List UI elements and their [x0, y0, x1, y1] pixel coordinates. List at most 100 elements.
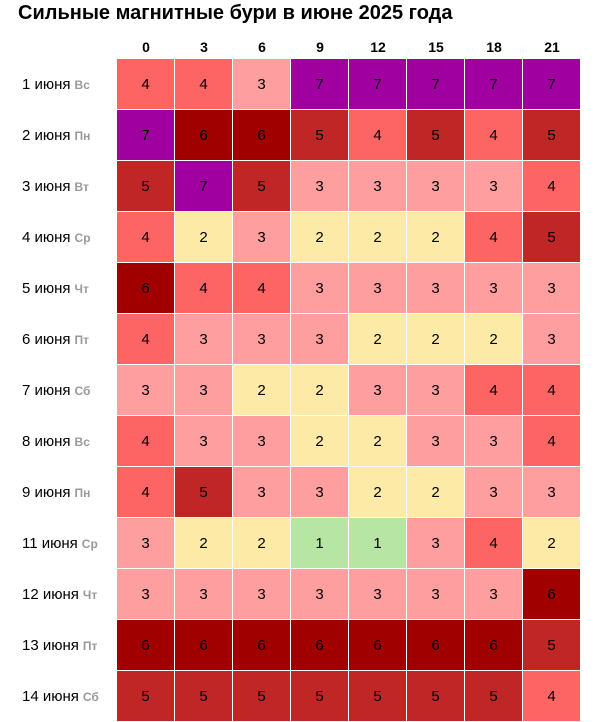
hour-label: 0 [142, 39, 150, 55]
heatmap-cell: 2 [175, 212, 233, 263]
day-label: 14 июня Сб [0, 671, 117, 722]
heatmap-cell: 2 [291, 416, 349, 467]
heatmap-cell: 4 [175, 263, 233, 314]
day-label: 7 июня Сб [0, 365, 117, 416]
heatmap-cell: 3 [233, 569, 291, 620]
heatmap-cell: 1 [349, 518, 407, 569]
heatmap-cell: 6 [523, 569, 581, 620]
day-label: 1 июня Вс [0, 59, 117, 110]
hour-label: 12 [370, 39, 386, 55]
heatmap-cell: 3 [465, 467, 523, 518]
heatmap-cell: 4 [117, 416, 175, 467]
heatmap-cell: 5 [175, 467, 233, 518]
weekday-text: Чт [82, 587, 98, 602]
weekday-text: Пт [82, 638, 98, 653]
heatmap-cell: 2 [175, 518, 233, 569]
heatmap-cell: 3 [233, 416, 291, 467]
heatmap-cell: 4 [465, 110, 523, 161]
heatmap-cell: 4 [523, 416, 581, 467]
heatmap-cell: 3 [291, 569, 349, 620]
date-text: 2 июня [22, 127, 71, 144]
table-row: 4 июня Ср 4 2 3 2 2 2 4 5 [0, 212, 598, 263]
day-label: 4 июня Ср [0, 212, 117, 263]
heatmap-cell: 5 [349, 671, 407, 722]
heatmap-cell: 6 [233, 110, 291, 161]
hour-header: 0 3 6 9 12 15 18 21 [117, 36, 581, 58]
heatmap-cell: 3 [407, 263, 465, 314]
weekday-text: Вт [74, 179, 89, 194]
weekday-text: Ср [74, 230, 91, 245]
heatmap-cell: 3 [407, 365, 465, 416]
date-text: 9 июня [22, 484, 71, 501]
heatmap-cell: 4 [117, 59, 175, 110]
table-row: 11 июня Ср 3 2 2 1 1 3 4 2 [0, 518, 598, 569]
weekday-text: Пт [74, 332, 90, 347]
hour-label: 9 [316, 39, 324, 55]
heatmap-cell: 3 [465, 263, 523, 314]
heatmap-cell: 6 [465, 620, 523, 671]
heatmap-cell: 3 [291, 314, 349, 365]
weekday-text: Чт [74, 281, 89, 296]
heatmap-cell: 4 [523, 671, 581, 722]
hour-label: 6 [258, 39, 266, 55]
heatmap-cell: 6 [117, 620, 175, 671]
date-text: 6 июня [22, 331, 71, 348]
heatmap-cell: 5 [407, 671, 465, 722]
hour-label: 15 [428, 39, 444, 55]
heatmap-cell: 3 [465, 416, 523, 467]
heatmap-cell: 3 [523, 467, 581, 518]
date-text: 7 июня [22, 382, 71, 399]
heatmap-cell: 3 [175, 416, 233, 467]
day-label: 2 июня Пн [0, 110, 117, 161]
heatmap-cell: 5 [523, 212, 581, 263]
heatmap-cell: 5 [233, 671, 291, 722]
table-row: 2 июня Пн 7 6 6 5 4 5 4 5 [0, 110, 598, 161]
heatmap-cell: 3 [523, 263, 581, 314]
heatmap-cell: 7 [523, 59, 581, 110]
heatmap-cell: 2 [349, 212, 407, 263]
heatmap-cell: 5 [117, 161, 175, 212]
heatmap-cell: 2 [349, 314, 407, 365]
date-text: 13 июня [22, 637, 79, 654]
hour-label: 21 [544, 39, 560, 55]
date-text: 11 июня [22, 535, 78, 552]
heatmap-cell: 4 [117, 314, 175, 365]
day-label: 12 июня Чт [0, 569, 117, 620]
date-text: 14 июня [22, 688, 79, 705]
heatmap-cell: 3 [291, 161, 349, 212]
heatmap-cell: 4 [465, 365, 523, 416]
heatmap-cell: 6 [175, 110, 233, 161]
heatmap-cell: 6 [407, 620, 465, 671]
heatmap-cell: 3 [349, 365, 407, 416]
heatmap-cell: 7 [465, 59, 523, 110]
heatmap-cell: 5 [523, 110, 581, 161]
heatmap-cell: 2 [349, 416, 407, 467]
heatmap-cell: 5 [233, 161, 291, 212]
day-label: 5 июня Чт [0, 263, 117, 314]
table-row: 14 июня Сб 5 5 5 5 5 5 5 4 [0, 671, 598, 722]
day-label: 8 июня Вс [0, 416, 117, 467]
weekday-text: Сб [74, 383, 91, 398]
date-text: 5 июня [22, 280, 71, 297]
heatmap-cell: 7 [175, 161, 233, 212]
heatmap-cell: 3 [175, 569, 233, 620]
heatmap-cell: 3 [175, 314, 233, 365]
table-row: 8 июня Вс 4 3 3 2 2 3 3 4 [0, 416, 598, 467]
chart-title: Сильные магнитные бури в июне 2025 года [18, 2, 453, 24]
heatmap-cell: 7 [291, 59, 349, 110]
date-text: 3 июня [22, 178, 71, 195]
heatmap-cell: 7 [349, 59, 407, 110]
heatmap-cell: 5 [407, 110, 465, 161]
heatmap-cell: 3 [233, 212, 291, 263]
heatmap-cell: 3 [407, 569, 465, 620]
weekday-text: Пн [74, 485, 91, 500]
heatmap-cell: 3 [117, 569, 175, 620]
heatmap-cell: 2 [407, 314, 465, 365]
day-label: 13 июня Пт [0, 620, 117, 671]
heatmap-cell: 4 [175, 59, 233, 110]
table-row: 7 июня Сб 3 3 2 2 3 3 4 4 [0, 365, 598, 416]
heatmap-cell: 2 [523, 518, 581, 569]
heatmap-cell: 6 [349, 620, 407, 671]
heatmap-cell: 3 [407, 518, 465, 569]
weekday-text: Вс [74, 77, 90, 92]
